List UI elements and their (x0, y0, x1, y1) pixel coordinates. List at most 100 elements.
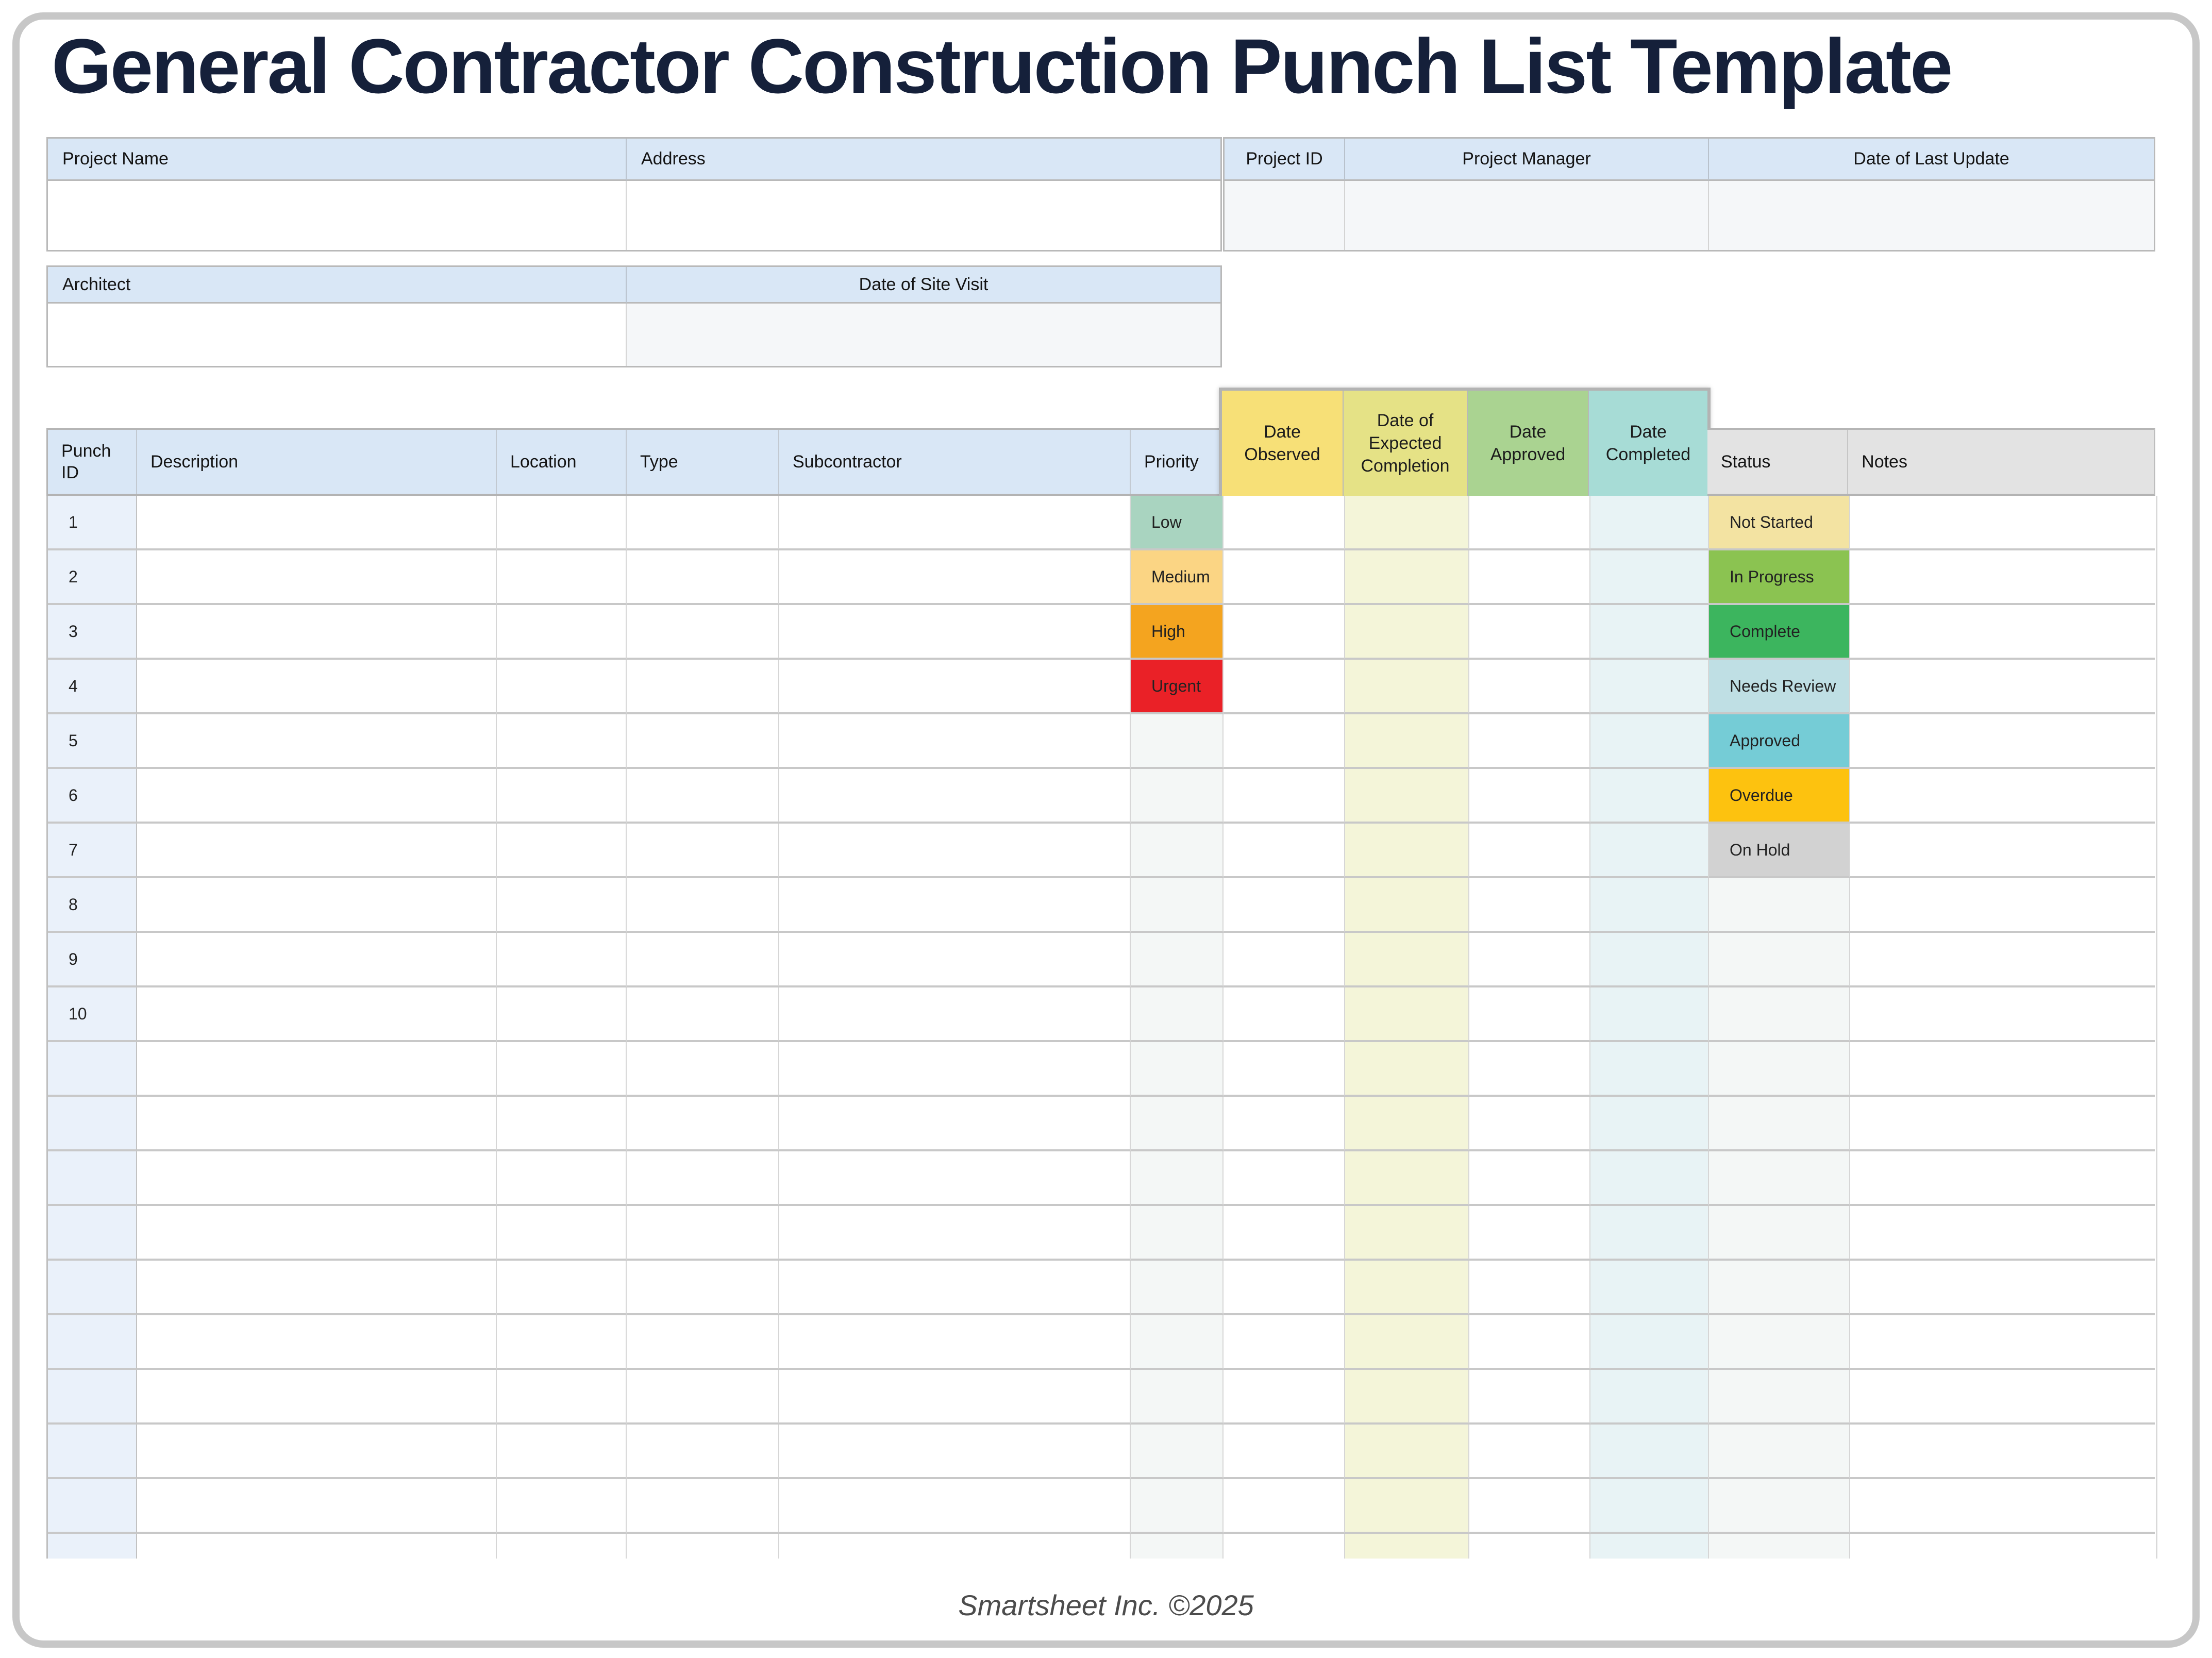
cell-date-completed[interactable] (1590, 1479, 1709, 1534)
cell-notes[interactable] (1850, 496, 2155, 550)
cell-date-observed[interactable] (1224, 550, 1345, 605)
cell-notes[interactable] (1850, 1206, 2155, 1261)
cell-notes[interactable] (1850, 1534, 2155, 1559)
cell-status[interactable] (1709, 1370, 1850, 1425)
cell-date-approved[interactable] (1469, 769, 1590, 824)
cell-location[interactable] (497, 660, 627, 714)
cell-date-completed[interactable] (1590, 1315, 1709, 1370)
cell-date-approved[interactable] (1469, 1534, 1590, 1559)
cell-date-expected[interactable] (1345, 878, 1469, 933)
cell-date-approved[interactable] (1469, 933, 1590, 987)
cell-date-completed[interactable] (1590, 660, 1709, 714)
cell-priority[interactable] (1131, 1479, 1224, 1534)
cell-date-completed[interactable] (1590, 1151, 1709, 1206)
cell-priority-high[interactable]: High (1131, 605, 1224, 660)
cell-date-expected[interactable] (1345, 769, 1469, 824)
cell-notes[interactable] (1850, 1097, 2155, 1151)
cell-date-observed[interactable] (1224, 1261, 1345, 1315)
cell-priority-low[interactable]: Low (1131, 496, 1224, 550)
cell-type[interactable] (627, 605, 779, 660)
cell-date-approved[interactable] (1469, 1261, 1590, 1315)
cell-date-completed[interactable] (1590, 1042, 1709, 1097)
cell-type[interactable] (627, 1206, 779, 1261)
project-manager-input[interactable] (1345, 181, 1709, 250)
cell-date-completed[interactable] (1590, 1425, 1709, 1479)
cell-notes[interactable] (1850, 878, 2155, 933)
cell-priority[interactable] (1131, 1097, 1224, 1151)
cell-description[interactable] (137, 1479, 497, 1534)
cell-punch-id[interactable]: 4 (48, 660, 137, 714)
cell-subcontractor[interactable] (779, 878, 1131, 933)
cell-punch-id[interactable]: 9 (48, 933, 137, 987)
cell-date-observed[interactable] (1224, 769, 1345, 824)
cell-status-in-progress[interactable]: In Progress (1709, 550, 1850, 605)
cell-priority[interactable] (1131, 824, 1224, 878)
cell-description[interactable] (137, 660, 497, 714)
cell-description[interactable] (137, 496, 497, 550)
cell-date-approved[interactable] (1469, 1315, 1590, 1370)
cell-punch-id[interactable]: 7 (48, 824, 137, 878)
cell-description[interactable] (137, 1315, 497, 1370)
cell-date-completed[interactable] (1590, 878, 1709, 933)
cell-notes[interactable] (1850, 660, 2155, 714)
cell-date-approved[interactable] (1469, 1042, 1590, 1097)
cell-date-approved[interactable] (1469, 1097, 1590, 1151)
cell-status[interactable] (1709, 878, 1850, 933)
cell-status[interactable] (1709, 987, 1850, 1042)
cell-type[interactable] (627, 1479, 779, 1534)
cell-priority[interactable] (1131, 1534, 1224, 1559)
cell-type[interactable] (627, 1534, 779, 1559)
cell-type[interactable] (627, 550, 779, 605)
cell-type[interactable] (627, 769, 779, 824)
cell-status-not-started[interactable]: Not Started (1709, 496, 1850, 550)
cell-priority[interactable] (1131, 1042, 1224, 1097)
cell-date-observed[interactable] (1224, 1425, 1345, 1479)
cell-location[interactable] (497, 1425, 627, 1479)
cell-description[interactable] (137, 824, 497, 878)
cell-location[interactable] (497, 1479, 627, 1534)
date-of-site-visit-input[interactable] (627, 304, 1220, 366)
cell-priority[interactable] (1131, 769, 1224, 824)
cell-type[interactable] (627, 1042, 779, 1097)
cell-description[interactable] (137, 987, 497, 1042)
cell-date-observed[interactable] (1224, 1370, 1345, 1425)
cell-status[interactable] (1709, 1425, 1850, 1479)
cell-date-completed[interactable] (1590, 714, 1709, 769)
cell-location[interactable] (497, 1151, 627, 1206)
cell-description[interactable] (137, 769, 497, 824)
cell-notes[interactable] (1850, 1261, 2155, 1315)
cell-location[interactable] (497, 933, 627, 987)
cell-priority[interactable] (1131, 1261, 1224, 1315)
cell-punch-id[interactable] (48, 1097, 137, 1151)
cell-punch-id[interactable] (48, 1370, 137, 1425)
cell-date-completed[interactable] (1590, 987, 1709, 1042)
cell-description[interactable] (137, 1042, 497, 1097)
cell-date-observed[interactable] (1224, 1042, 1345, 1097)
cell-location[interactable] (497, 769, 627, 824)
cell-date-approved[interactable] (1469, 496, 1590, 550)
cell-date-approved[interactable] (1469, 1370, 1590, 1425)
cell-notes[interactable] (1850, 824, 2155, 878)
cell-subcontractor[interactable] (779, 769, 1131, 824)
cell-status-needs-review[interactable]: Needs Review (1709, 660, 1850, 714)
cell-status[interactable] (1709, 1479, 1850, 1534)
cell-description[interactable] (137, 1097, 497, 1151)
cell-status[interactable] (1709, 1097, 1850, 1151)
cell-date-observed[interactable] (1224, 1206, 1345, 1261)
cell-date-observed[interactable] (1224, 1151, 1345, 1206)
cell-date-expected[interactable] (1345, 1151, 1469, 1206)
cell-notes[interactable] (1850, 1042, 2155, 1097)
cell-location[interactable] (497, 878, 627, 933)
cell-date-observed[interactable] (1224, 714, 1345, 769)
cell-punch-id[interactable] (48, 1479, 137, 1534)
cell-date-observed[interactable] (1224, 605, 1345, 660)
cell-priority[interactable] (1131, 1206, 1224, 1261)
project-name-input[interactable] (48, 181, 627, 250)
date-of-last-update-input[interactable] (1709, 181, 2154, 250)
cell-description[interactable] (137, 1206, 497, 1261)
cell-priority[interactable] (1131, 714, 1224, 769)
cell-status-overdue[interactable]: Overdue (1709, 769, 1850, 824)
cell-date-expected[interactable] (1345, 660, 1469, 714)
cell-location[interactable] (497, 1261, 627, 1315)
cell-status-on-hold[interactable]: On Hold (1709, 824, 1850, 878)
